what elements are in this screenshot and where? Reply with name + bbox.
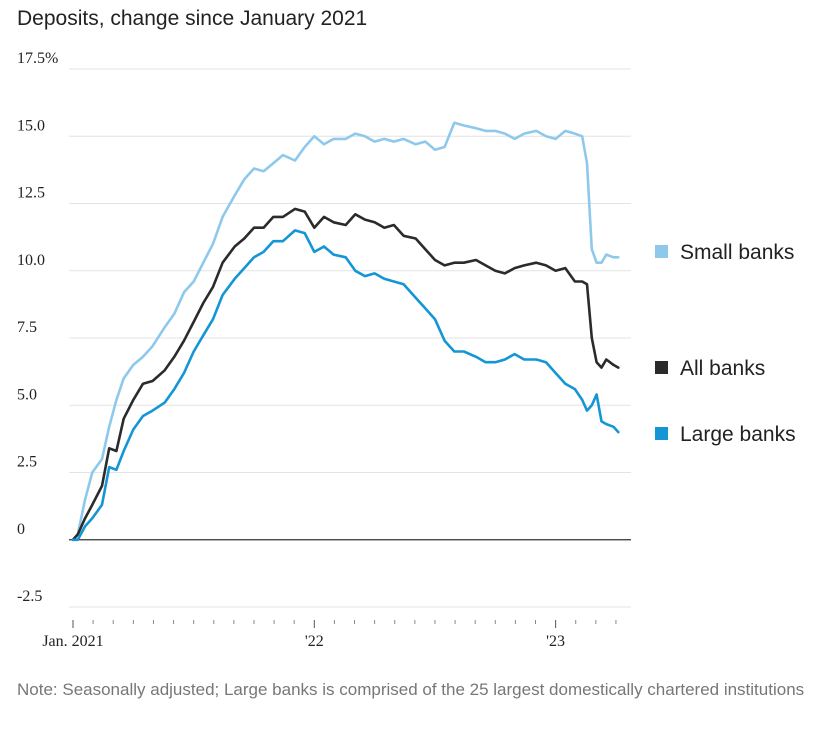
legend: Small banks All banks Large banks xyxy=(655,241,796,446)
legend-swatch-small-banks xyxy=(655,245,668,258)
gridlines xyxy=(69,68,631,608)
series-lines xyxy=(71,121,620,542)
x-tick-label: '22 xyxy=(305,633,324,650)
y-axis-labels: 17.5% 15.0 12.5 10.0 7.5 5.0 2.5 0 -2.5 xyxy=(17,50,58,605)
chart-title: Deposits, change since January 2021 xyxy=(17,7,368,30)
y-tick-label: 12.5 xyxy=(17,185,45,202)
x-axis: Jan. 2021 '22 '23 xyxy=(42,620,617,650)
y-tick-label: 17.5% xyxy=(17,50,58,67)
deposits-line-chart: 17.5% 15.0 12.5 10.0 7.5 5.0 2.5 0 -2.5 Jan. 202… xyxy=(17,50,796,650)
y-tick-label: -2.5 xyxy=(17,588,42,605)
y-tick-label: 10.0 xyxy=(17,252,45,269)
legend-label-large-banks: Large banks xyxy=(680,423,796,446)
y-tick-label: 2.5 xyxy=(17,454,37,471)
series-line-small-banks xyxy=(71,121,620,542)
y-tick-label: 5.0 xyxy=(17,386,37,403)
x-tick-label: Jan. 2021 xyxy=(42,633,103,650)
x-tick-label: '23 xyxy=(546,633,565,650)
y-tick-label: 15.0 xyxy=(17,117,45,134)
chart-note: Note: Seasonally adjusted; Large banks i… xyxy=(17,680,805,699)
series-line-large-banks xyxy=(71,229,620,542)
legend-label-small-banks: Small banks xyxy=(680,241,794,264)
legend-swatch-all-banks xyxy=(655,361,668,374)
series-line-all-banks xyxy=(71,207,620,542)
y-tick-label: 0 xyxy=(17,521,25,538)
legend-label-all-banks: All banks xyxy=(680,357,765,380)
legend-swatch-large-banks xyxy=(655,427,668,440)
y-tick-label: 7.5 xyxy=(17,319,37,336)
